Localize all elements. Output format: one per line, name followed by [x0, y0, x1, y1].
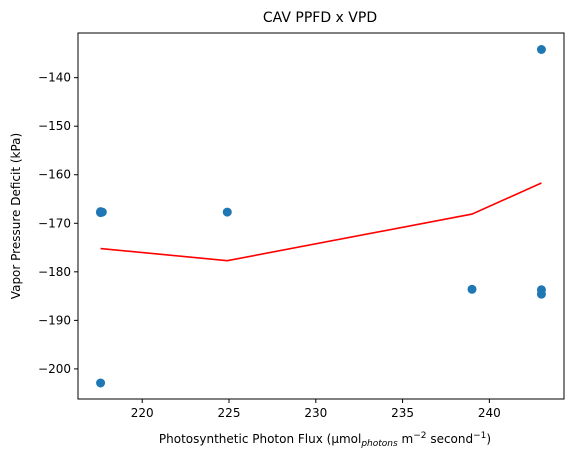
- y-tick-label: −160: [38, 168, 71, 182]
- x-axis-label: Photosynthetic Photon Flux (µmolphotons …: [159, 431, 491, 449]
- x-axis-label-mid: m: [398, 432, 414, 446]
- x-tick-label: 240: [478, 406, 501, 420]
- plot-frame: [77, 32, 565, 400]
- y-tick-label: −170: [38, 216, 71, 230]
- scatter-point: [222, 207, 232, 217]
- y-tick-label: −140: [38, 71, 71, 85]
- scatter-point: [536, 45, 546, 55]
- y-tick-label: −190: [38, 313, 71, 327]
- x-tick-label: 220: [131, 406, 154, 420]
- chart-title: CAV PPFD x VPD: [263, 10, 377, 26]
- x-tick-label: 230: [304, 406, 327, 420]
- x-axis: 220 225 230 235 240: [131, 399, 501, 420]
- scatter-point: [97, 207, 107, 217]
- x-tick-label: 235: [391, 406, 414, 420]
- x-axis-label-main: Photosynthetic Photon Flux (µmol: [159, 432, 361, 446]
- x-axis-label-sup2: −1: [473, 431, 486, 441]
- x-axis-label-sup1: −2: [413, 431, 426, 441]
- plot-area: [96, 45, 546, 388]
- x-axis-label-end: ): [486, 432, 491, 446]
- scatter-point: [96, 378, 106, 388]
- y-tick-label: −150: [38, 119, 71, 133]
- x-tick-label: 225: [218, 406, 241, 420]
- y-tick-label: −180: [38, 265, 71, 279]
- scatter-point: [536, 289, 546, 299]
- y-tick-label: −200: [38, 362, 71, 376]
- x-axis-label-sub: photons: [360, 439, 398, 449]
- y-axis-label: Vapor Pressure Deficit (kPa): [9, 133, 23, 299]
- scatter-point: [467, 284, 477, 294]
- y-axis: −200 −190 −180 −170 −160 −150 −140: [38, 71, 78, 376]
- x-axis-label-mid2: second: [427, 432, 474, 446]
- trend-line: [100, 182, 542, 262]
